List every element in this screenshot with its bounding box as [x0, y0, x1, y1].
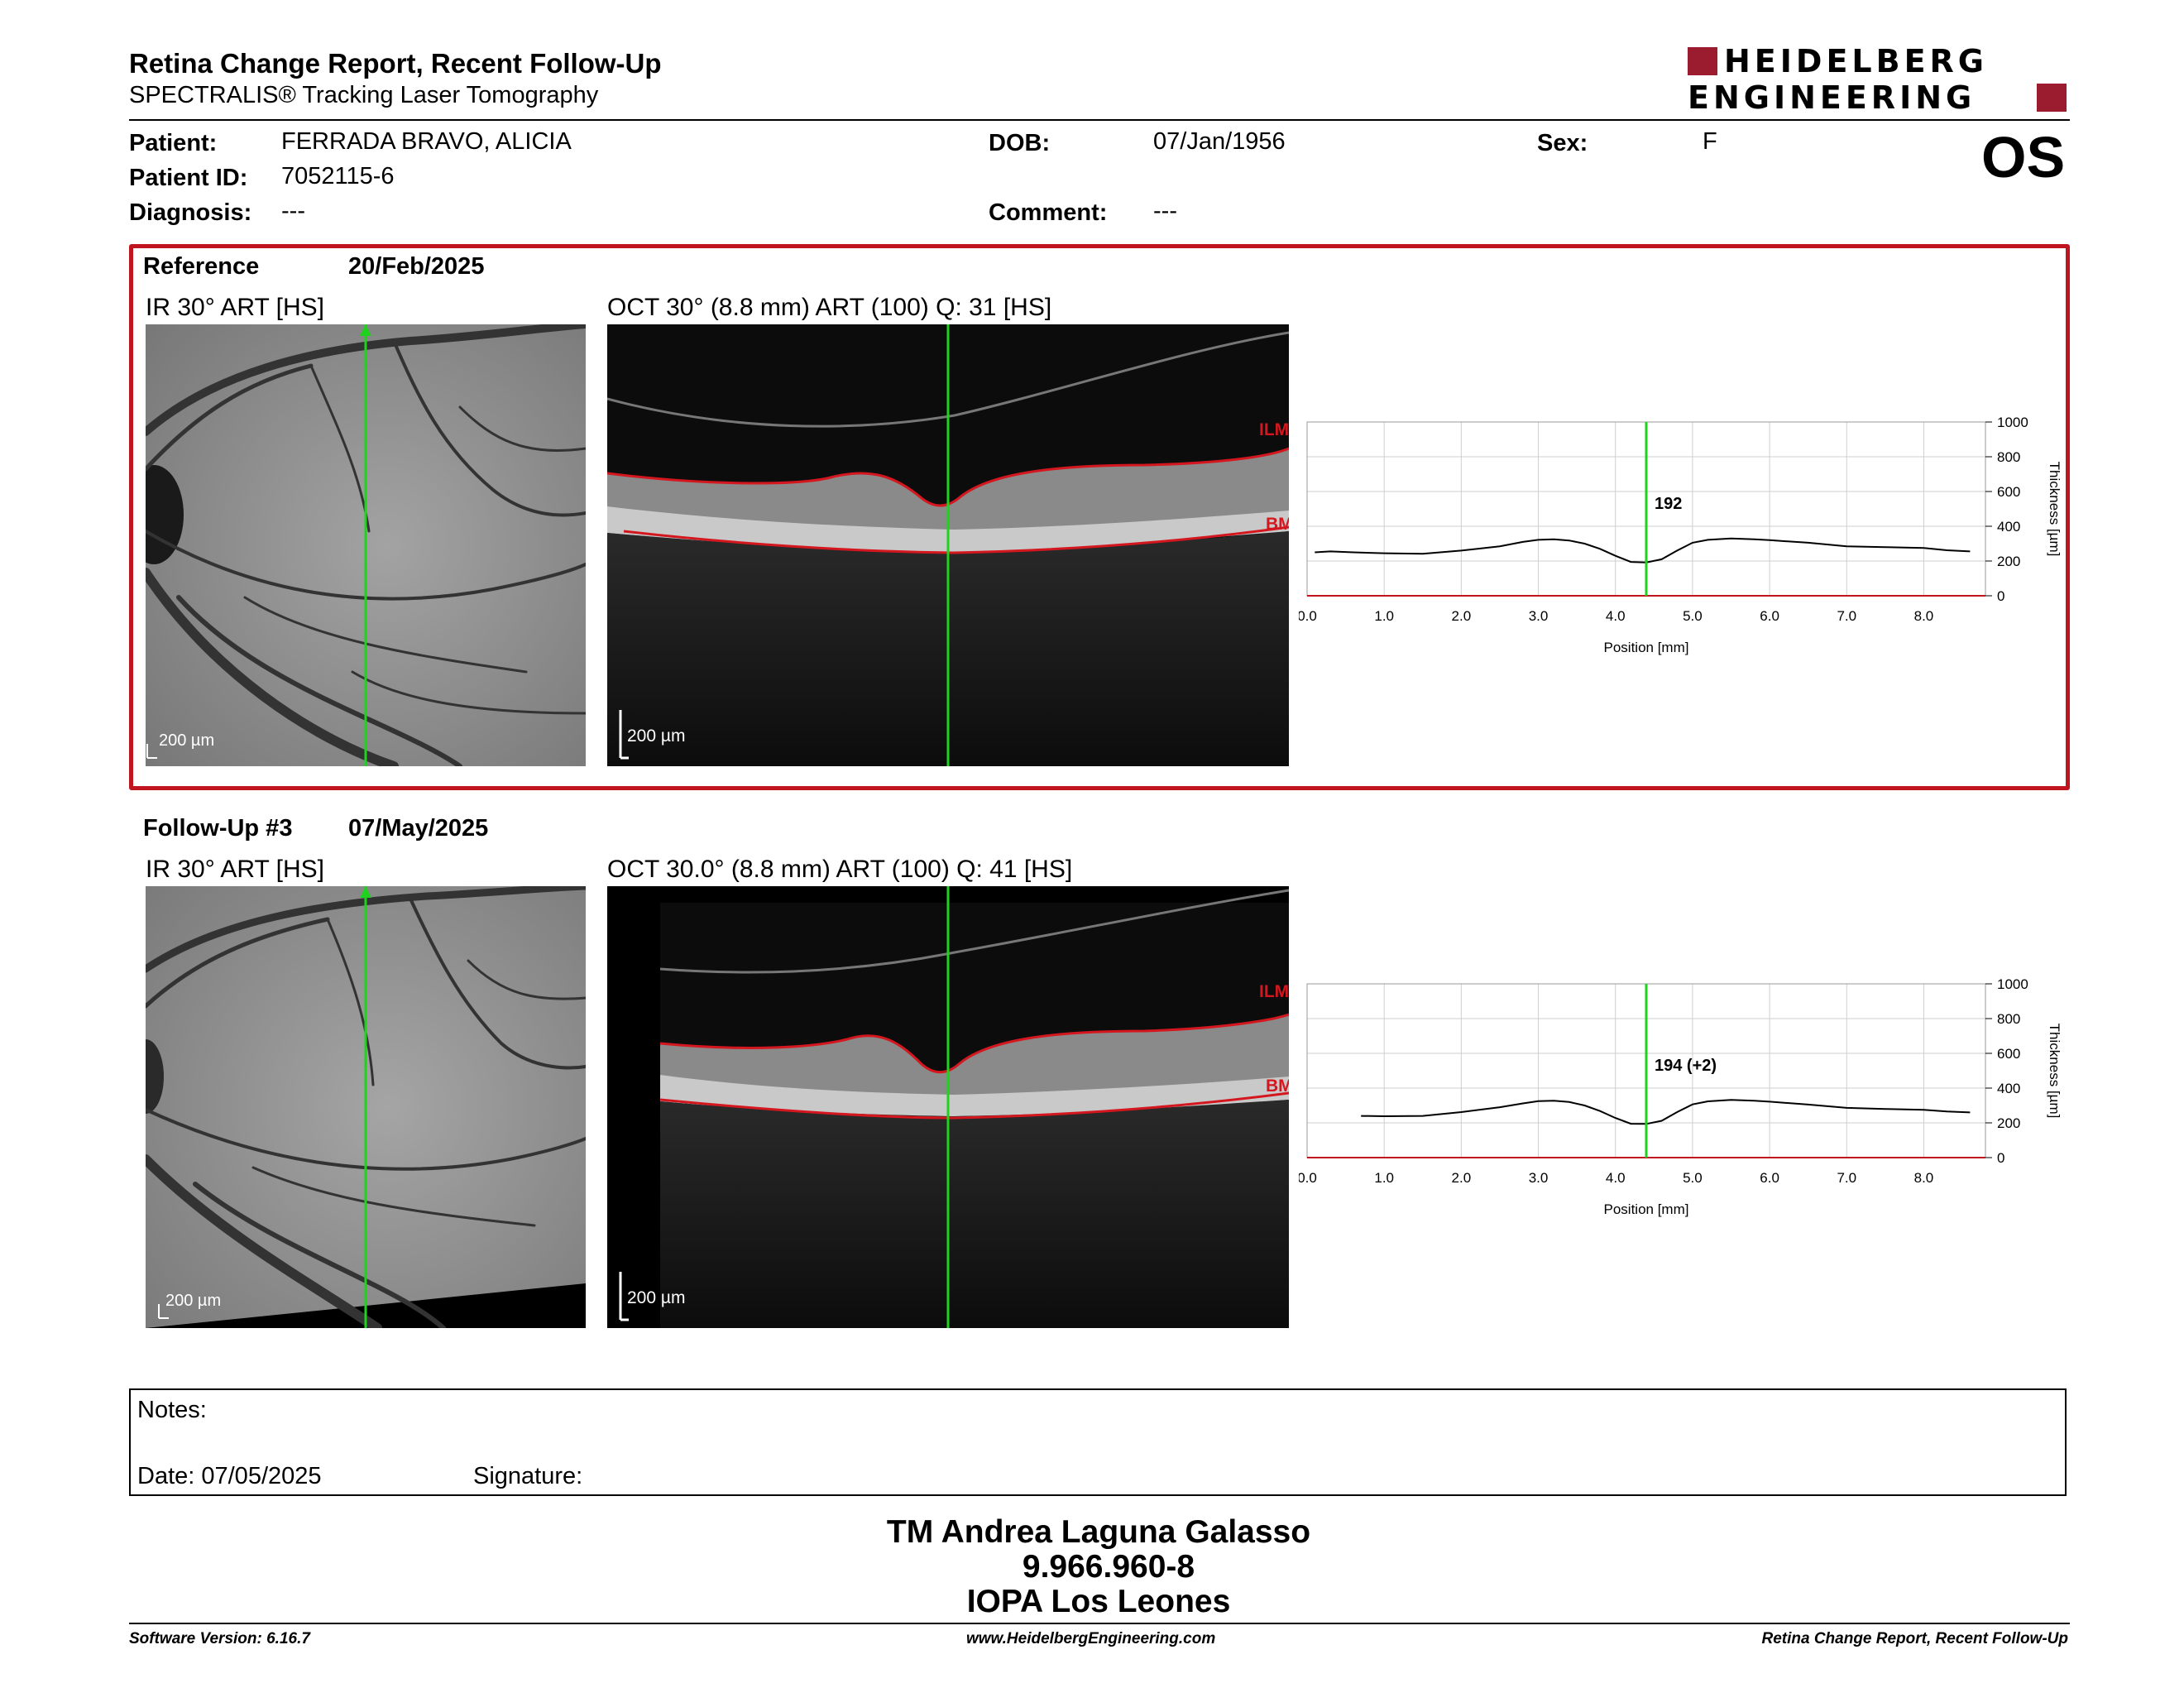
patient-id-label: Patient ID: — [129, 165, 248, 191]
logo-square-icon — [1688, 47, 1717, 75]
y-axis-label: Thickness [µm] — [2047, 1024, 2062, 1119]
x-tick-label: 4.0 — [1606, 1170, 1626, 1186]
reference-label: Reference — [143, 253, 260, 280]
x-tick-label: 2.0 — [1452, 608, 1472, 624]
x-axis-label: Position [mm] — [1604, 640, 1689, 655]
x-tick-label: 6.0 — [1760, 1170, 1779, 1186]
followup-bm-label: BM — [1266, 1077, 1289, 1096]
x-tick-label: 4.0 — [1606, 608, 1626, 624]
notes-label: Notes: — [137, 1397, 207, 1423]
x-tick-label: 8.0 — [1914, 1170, 1934, 1186]
dob-value: 07/Jan/1956 — [1153, 128, 1286, 155]
thickness-annotation: 194 (+2) — [1655, 1057, 1717, 1075]
patient-name-label: Patient: — [129, 130, 218, 156]
sex-value: F — [1703, 128, 1717, 155]
y-tick-label: 400 — [1997, 519, 2020, 535]
followup-oct-caption: OCT 30.0° (8.8 mm) ART (100) Q: 41 [HS] — [607, 856, 1073, 883]
followup-ir-fundus-image: 200 µm — [146, 886, 586, 1328]
x-tick-label: 1.0 — [1374, 1170, 1394, 1186]
x-axis-label: Position [mm] — [1604, 1201, 1689, 1217]
patient-name: FERRADA BRAVO, ALICIA — [281, 128, 572, 155]
website-link[interactable]: www.HeidelbergEngineering.com — [966, 1630, 1216, 1647]
patient-id: 7052115-6 — [281, 163, 395, 189]
y-tick-label: 1000 — [1997, 976, 2028, 992]
reference-bm-label: BM — [1266, 515, 1289, 534]
heidelberg-logo: HEIDELBERG ENGINEERING — [1688, 45, 2068, 114]
reference-oct-caption: OCT 30° (8.8 mm) ART (100) Q: 31 [HS] — [607, 294, 1052, 321]
x-tick-label: 0.0 — [1299, 1170, 1317, 1186]
y-tick-label: 600 — [1997, 1046, 2020, 1062]
logo-text-bottom: ENGINEERING — [1688, 79, 1976, 116]
comment-label: Comment: — [989, 199, 1108, 226]
reference-frame — [129, 244, 2070, 790]
reference-oct-bscan-image: ILM BM 200 µm — [607, 324, 1289, 766]
reference-ilm-label: ILM — [1259, 420, 1289, 439]
y-tick-label: 200 — [1997, 1115, 2020, 1131]
chart-svg: 0 200 400 600 800 1000 0.0 1.0 2.0 3.0 4.0 5.0 6.0 7.… — [1297, 415, 2062, 655]
x-tick-label: 3.0 — [1529, 1170, 1549, 1186]
comment-value: --- — [1153, 198, 1177, 224]
y-tick-label: 600 — [1997, 484, 2020, 500]
followup-oct-scale-label: 200 µm — [627, 1288, 686, 1307]
report-title: Retina Change Report, Recent Follow-Up — [129, 48, 662, 79]
diagnosis-label: Diagnosis: — [129, 199, 252, 226]
followup-oct-bscan-image: ILM BM 200 µm — [607, 886, 1289, 1328]
report-subtitle: SPECTRALIS® Tracking Laser Tomography — [129, 82, 599, 108]
eye-indicator: OS — [1981, 125, 2066, 189]
signer-rut: 9.966.960-8 — [1022, 1549, 1195, 1585]
thickness-annotation: 192 — [1655, 495, 1682, 513]
x-tick-label: 7.0 — [1837, 608, 1856, 624]
x-tick-label: 5.0 — [1683, 1170, 1703, 1186]
y-tick-label: 1000 — [1997, 415, 2028, 430]
reference-ir-caption: IR 30° ART [HS] — [146, 294, 324, 321]
reference-ir-fundus-image: 200 µm — [146, 324, 586, 766]
x-tick-label: 6.0 — [1760, 608, 1779, 624]
thickness-series-line — [1315, 537, 1971, 563]
reference-ir-scale-label: 200 µm — [159, 731, 215, 750]
sex-label: Sex: — [1537, 130, 1588, 156]
footer-report-name: Retina Change Report, Recent Follow-Up — [1761, 1630, 2068, 1647]
x-tick-label: 1.0 — [1374, 608, 1394, 624]
reference-thickness-chart: 0 200 400 600 800 1000 0.0 1.0 2.0 3.0 4.0 5.0 6.0 7.… — [1297, 410, 2076, 683]
signer-name: TM Andrea Laguna Galasso — [886, 1514, 1311, 1550]
footer-divider — [129, 1623, 2070, 1624]
signer-organization: IOPA Los Leones — [966, 1584, 1231, 1619]
x-tick-label: 7.0 — [1837, 1170, 1856, 1186]
notes-box: Notes: Date: 07/05/2025 Signature: — [129, 1388, 2067, 1496]
followup-ilm-label: ILM — [1259, 982, 1289, 1001]
followup-label: Follow-Up #3 — [143, 815, 293, 842]
reference-oct-scale-label: 200 µm — [627, 727, 686, 746]
x-tick-label: 3.0 — [1529, 608, 1549, 624]
dob-label: DOB: — [989, 130, 1051, 156]
reference-date: 20/Feb/2025 — [348, 253, 485, 280]
x-tick-label: 5.0 — [1683, 608, 1703, 624]
y-tick-label: 800 — [1997, 449, 2020, 465]
y-tick-label: 200 — [1997, 554, 2020, 569]
logo-square-icon-2 — [2037, 84, 2067, 112]
followup-ir-scale-label: 200 µm — [165, 1292, 222, 1310]
followup-date: 07/May/2025 — [348, 815, 489, 842]
notes-date: Date: 07/05/2025 — [137, 1463, 322, 1489]
chart-svg: 0 200 400 600 800 1000 0.0 1.0 2.0 3.0 4.0 5.0 6.0 7.… — [1297, 976, 2062, 1217]
y-tick-label: 0 — [1997, 588, 2004, 604]
x-tick-label: 0.0 — [1299, 608, 1317, 624]
software-version: Software Version: 6.16.7 — [129, 1630, 310, 1647]
followup-thickness-chart: 0 200 400 600 800 1000 0.0 1.0 2.0 3.0 4.0 5.0 6.0 7.… — [1297, 971, 2076, 1244]
y-tick-label: 0 — [1997, 1150, 2004, 1166]
y-tick-label: 400 — [1997, 1081, 2020, 1096]
thickness-series-line — [1361, 1099, 1971, 1125]
y-axis-label: Thickness [µm] — [2047, 462, 2062, 557]
y-tick-label: 800 — [1997, 1011, 2020, 1027]
header-divider — [129, 119, 2070, 121]
x-tick-label: 2.0 — [1452, 1170, 1472, 1186]
diagnosis-value: --- — [281, 198, 305, 224]
logo-text-top: HEIDELBERG — [1724, 43, 1988, 79]
x-tick-label: 8.0 — [1914, 608, 1934, 624]
followup-ir-caption: IR 30° ART [HS] — [146, 856, 324, 883]
notes-signature-label: Signature: — [473, 1463, 583, 1489]
